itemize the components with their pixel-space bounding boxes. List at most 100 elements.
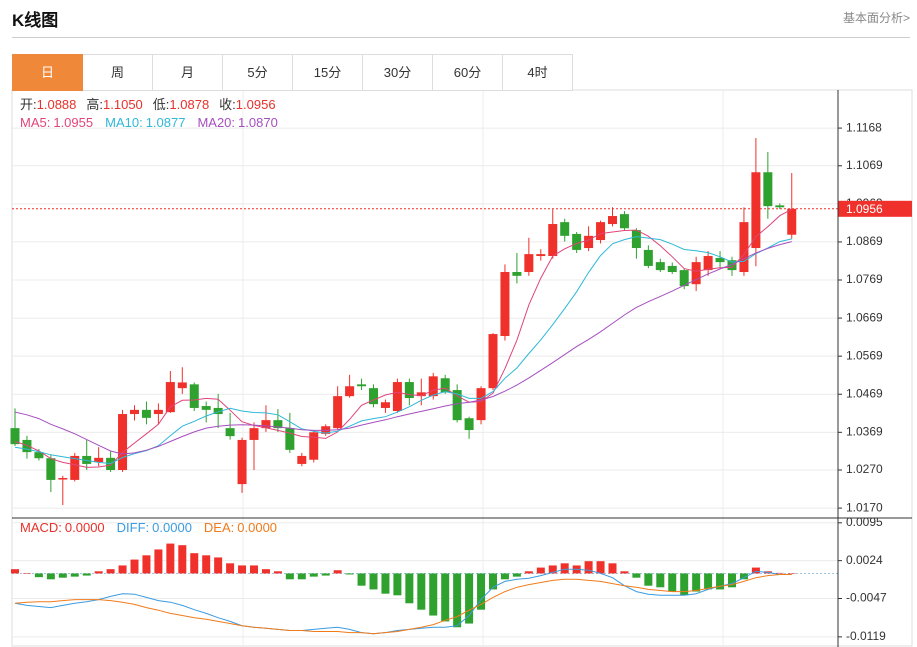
candle-body [416, 392, 426, 397]
candle-body [70, 455, 80, 480]
ma-line [14, 241, 792, 455]
macd-bar [680, 573, 689, 596]
macd-bar [668, 573, 677, 592]
macd-bar [751, 567, 760, 574]
candle-body [404, 382, 414, 399]
candle-body [177, 382, 187, 389]
y-tick-label: 1.0669 [846, 310, 883, 324]
candle-body [118, 414, 128, 471]
ohlc-name: 开: [20, 97, 37, 112]
macd-bar [393, 573, 402, 596]
candle-body [596, 222, 606, 241]
candle-body [22, 439, 32, 453]
candle-body [213, 407, 223, 415]
y-tick-label: 1.0270 [846, 462, 883, 476]
legend-value: 0.0000 [237, 520, 277, 535]
tab[interactable]: 30分 [363, 54, 433, 91]
legend-value: 1.0955 [53, 115, 93, 130]
legend-value: 1.0877 [146, 115, 186, 130]
candle-body [643, 249, 653, 266]
macd-bar [728, 573, 736, 588]
macd-bar [787, 573, 796, 574]
legend-name: MACD: [20, 520, 62, 535]
page-title: K线图 [12, 11, 59, 30]
candle-body [392, 382, 402, 411]
last-price-box [838, 200, 912, 217]
tab[interactable]: 周 [83, 54, 153, 91]
tab[interactable]: 月 [153, 54, 223, 91]
fundamental-link[interactable]: 基本面分析> [842, 11, 910, 25]
macd-bar [238, 565, 247, 574]
candle-body [225, 428, 235, 437]
y-tick-label: 1.0170 [846, 500, 883, 514]
macd-bar [166, 543, 175, 574]
candle-body [189, 384, 199, 408]
macd-bar [34, 573, 43, 578]
candle-body [548, 224, 558, 257]
candle-body [357, 384, 367, 387]
tab[interactable]: 日 [12, 54, 83, 91]
macd-bar [285, 573, 294, 580]
ohlc-value: 1.0888 [37, 97, 77, 112]
macd-bar [46, 573, 55, 580]
candle-body [452, 390, 462, 421]
candle-body [273, 420, 283, 429]
candle-body [440, 378, 450, 393]
tab[interactable]: 15分 [293, 54, 363, 91]
candle-body [775, 205, 785, 208]
candle-body [380, 402, 390, 408]
macd-bar [524, 571, 533, 574]
macd-bar [202, 555, 211, 574]
y-tick-label: 1.0769 [846, 272, 883, 286]
macd-bar [692, 573, 701, 592]
macd-bar [596, 561, 605, 574]
candle-body [619, 214, 629, 229]
candle-body [261, 420, 271, 429]
macd-bar [584, 561, 593, 574]
y-tick-label: 1.0569 [846, 348, 883, 362]
y-tick-label: 1.0869 [846, 234, 883, 248]
macd-bar [453, 573, 462, 628]
macd-bar [477, 573, 486, 610]
candle-body [82, 455, 92, 464]
macd-bar [190, 553, 199, 574]
macd-bar [560, 563, 569, 574]
candle-body [237, 439, 247, 485]
y-tick-label: 0.0024 [846, 553, 883, 567]
candle-body [309, 432, 319, 460]
candle-body [560, 222, 570, 236]
macd-bar [417, 573, 426, 610]
macd-bar [704, 573, 713, 590]
ma-line [14, 208, 793, 468]
candle-body [285, 428, 295, 450]
macd-bar [309, 573, 318, 577]
tab[interactable]: 60分 [433, 54, 503, 91]
candle-body [130, 409, 139, 415]
macd-bar [82, 573, 91, 576]
y-tick-label: -0.0047 [846, 591, 887, 605]
candle-body [691, 262, 701, 285]
macd-bar [357, 573, 366, 586]
tab[interactable]: 4时 [503, 54, 573, 91]
macd-bar [333, 570, 342, 574]
y-tick-label: 1.0469 [846, 386, 883, 400]
macd-bar [70, 573, 79, 577]
legend: MA5: 1.0955 MA10: 1.0877 MA20: 1.0870 [20, 115, 278, 130]
macd-bar [94, 571, 103, 574]
macd-bar [381, 573, 390, 594]
macd-bar [644, 573, 653, 586]
legend-name: DIFF: [117, 520, 150, 535]
candle-body [763, 172, 773, 207]
candle-body [10, 428, 20, 445]
legend-value: 0.0000 [65, 520, 105, 535]
macd-bar [739, 573, 748, 580]
macd-bar [58, 573, 67, 578]
candle-body [572, 233, 582, 250]
y-tick-label: 0.0095 [846, 515, 883, 529]
tab[interactable]: 5分 [223, 54, 293, 91]
macd-bar [297, 573, 306, 580]
macd-bar [178, 545, 187, 574]
candle-body [536, 254, 546, 257]
y-tick-label: 1.1168 [846, 120, 882, 134]
ohlc-info: 开:1.0888 高:1.1050 低:1.0878 收:1.0956 [20, 97, 276, 112]
